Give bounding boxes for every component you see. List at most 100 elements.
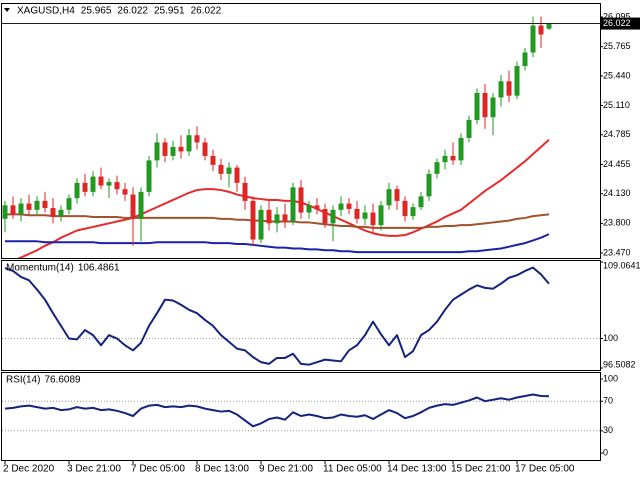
candle-body	[418, 196, 424, 208]
candle-body	[306, 205, 312, 213]
candle-body	[394, 189, 400, 201]
y-tick-label: 25.110	[603, 100, 630, 110]
candle-body	[362, 212, 368, 219]
candle-body	[98, 176, 104, 186]
candle-body	[114, 181, 120, 190]
candle-body	[138, 191, 144, 219]
candle-body	[210, 155, 216, 165]
y-tick-label: 30	[603, 425, 613, 435]
candle-body	[274, 214, 280, 224]
indicator-title: Momentum(14)	[6, 263, 74, 274]
candle-body	[26, 203, 32, 210]
candle-body	[426, 173, 432, 197]
last-price-box	[601, 17, 640, 30]
candle-body	[482, 92, 488, 118]
candle-body	[58, 209, 64, 217]
indicator-value: 76.6089	[44, 375, 81, 386]
candle-body	[34, 200, 40, 210]
candle-body	[330, 209, 336, 224]
candle-body	[226, 167, 232, 174]
candle-body	[474, 92, 480, 120]
y-tick-label: 26.095	[603, 11, 631, 21]
candle-body	[338, 203, 344, 210]
candle-body	[522, 52, 528, 66]
candle-body	[466, 119, 472, 138]
candle-body	[66, 198, 72, 210]
candle-body	[202, 142, 208, 156]
symbol-title: XAGUSD,H4	[17, 6, 75, 17]
y-tick-label: 23.470	[603, 247, 631, 257]
candle-body	[442, 155, 448, 163]
x-tick-label: 11 Dec 05:00	[323, 464, 382, 475]
y-tick-label: 24.785	[603, 129, 631, 139]
x-tick-label: 2 Dec 2020	[3, 464, 55, 475]
panel-plot	[2, 266, 600, 366]
candle-body	[498, 81, 504, 98]
momentum-panel-frame	[1, 260, 601, 371]
candle-body	[282, 214, 288, 222]
candle-body	[170, 146, 176, 156]
header-price: 25.965	[81, 6, 112, 17]
y-tick-label: 25.765	[603, 41, 631, 51]
candle-body	[370, 212, 376, 226]
candle-body	[250, 200, 256, 240]
y-tick-label: 70	[603, 396, 613, 406]
candle-body	[514, 65, 520, 96]
panel-plot	[2, 393, 600, 432]
rsi-panel-frame	[1, 372, 601, 461]
candle-body	[10, 205, 16, 215]
header-price: 26.022	[117, 6, 148, 17]
y-tick-label: 109.0641	[603, 260, 640, 270]
indicator-line	[4, 266, 550, 366]
main-panel-frame	[1, 3, 601, 259]
candle-body	[386, 189, 392, 206]
candle-body	[194, 135, 200, 143]
candle-body	[346, 203, 352, 209]
candle-body	[122, 189, 128, 195]
candle-body	[258, 209, 264, 240]
candle-body	[266, 209, 272, 224]
candle-body	[18, 203, 24, 215]
candle-body	[130, 194, 136, 219]
candle-body	[50, 208, 56, 217]
panel-plot	[2, 16, 552, 258]
menu-arrow	[4, 8, 10, 12]
candle-body	[242, 182, 248, 201]
x-tick-label: 14 Dec 13:00	[387, 464, 447, 475]
candle-body	[546, 23, 552, 29]
x-tick-label: 15 Dec 21:00	[451, 464, 511, 475]
y-tick-label: 24.455	[603, 159, 631, 169]
candle-body	[42, 200, 48, 209]
indicator-value: 106.4861	[78, 263, 120, 274]
candle-body	[410, 207, 416, 217]
candle-body	[458, 137, 464, 161]
x-tick-label: 17 Dec 05:00	[515, 464, 575, 475]
candle-body	[354, 208, 360, 219]
candle-body	[490, 97, 496, 118]
x-tick-label: 7 Dec 05:00	[131, 464, 185, 475]
x-tick-label: 9 Dec 21:00	[259, 464, 313, 475]
candle-body	[402, 200, 408, 217]
candle-body	[434, 162, 440, 174]
candle-body	[298, 187, 304, 213]
candle-body	[74, 182, 80, 199]
candle-body	[538, 25, 544, 35]
indicator-line	[17, 138, 550, 258]
candle-body	[178, 146, 184, 152]
y-tick-label: 100	[603, 373, 618, 383]
candle-body	[290, 187, 296, 222]
candle-body	[2, 205, 8, 219]
candle-body	[218, 164, 224, 174]
candle-body	[146, 160, 152, 192]
x-tick-label: 8 Dec 13:00	[195, 464, 249, 475]
candle-body	[90, 176, 96, 192]
x-tick-label: 3 Dec 21:00	[67, 464, 121, 475]
y-tick-label: 23.800	[603, 218, 631, 228]
y-tick-label: 25.440	[603, 70, 631, 80]
y-tick-label: 100	[603, 333, 618, 343]
header-price: 26.022	[191, 6, 222, 17]
y-tick-label: 0	[603, 447, 608, 457]
indicator-line	[5, 233, 550, 254]
